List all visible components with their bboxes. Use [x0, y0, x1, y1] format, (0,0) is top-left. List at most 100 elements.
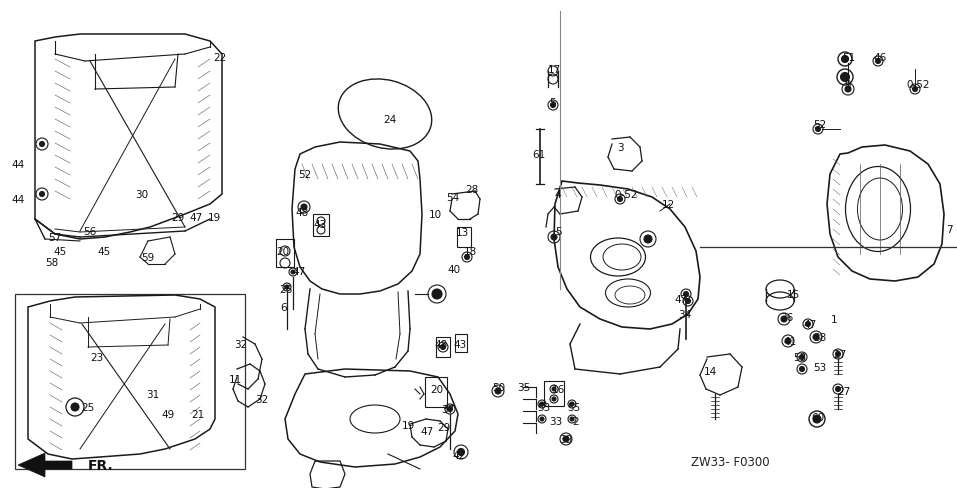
Text: 34: 34 [679, 309, 692, 319]
Text: 35: 35 [518, 382, 530, 392]
Circle shape [570, 417, 574, 421]
Text: 47: 47 [675, 294, 688, 305]
Text: 38: 38 [813, 332, 827, 342]
Circle shape [291, 270, 295, 274]
Text: 33: 33 [549, 416, 563, 426]
Text: 44: 44 [11, 195, 25, 204]
Text: 57: 57 [49, 232, 61, 243]
Circle shape [913, 87, 918, 92]
Text: 6: 6 [280, 303, 287, 312]
Text: 48: 48 [296, 207, 308, 218]
Circle shape [806, 322, 811, 327]
Circle shape [785, 338, 791, 345]
Circle shape [845, 87, 851, 93]
Text: 22: 22 [213, 53, 227, 63]
Circle shape [39, 142, 44, 147]
Circle shape [39, 192, 44, 197]
Circle shape [540, 417, 544, 421]
Text: 52: 52 [813, 120, 827, 130]
Text: 32: 32 [256, 394, 269, 404]
Circle shape [540, 402, 544, 406]
Circle shape [840, 73, 850, 82]
Text: 50: 50 [493, 382, 505, 392]
Text: 9: 9 [845, 80, 852, 90]
Text: 16: 16 [551, 384, 565, 394]
Text: 27: 27 [837, 386, 851, 396]
Text: 8: 8 [433, 289, 439, 299]
Circle shape [551, 235, 557, 241]
Text: 1: 1 [831, 314, 837, 325]
Text: 20: 20 [277, 246, 290, 257]
Bar [425, 377, 447, 407]
Text: 37: 37 [441, 404, 455, 414]
Text: 58: 58 [45, 258, 58, 267]
Bar [455, 334, 467, 352]
Text: 53: 53 [813, 362, 827, 372]
Text: 56: 56 [83, 226, 97, 237]
Circle shape [552, 397, 556, 401]
Text: 3: 3 [616, 142, 623, 153]
Text: 60: 60 [812, 412, 825, 422]
Text: 45: 45 [54, 246, 67, 257]
Text: 41: 41 [784, 336, 796, 346]
Text: 46: 46 [874, 53, 886, 63]
Circle shape [457, 448, 464, 456]
Text: 14: 14 [703, 366, 717, 376]
Circle shape [799, 367, 805, 372]
Circle shape [835, 386, 840, 392]
Text: 27: 27 [834, 349, 847, 359]
Circle shape [71, 403, 79, 411]
Circle shape [617, 197, 622, 202]
Text: 47: 47 [293, 266, 305, 276]
Text: 32: 32 [234, 339, 248, 349]
Text: 30: 30 [136, 190, 148, 200]
Text: 48: 48 [434, 339, 448, 349]
Text: 2: 2 [572, 416, 579, 426]
Text: 0-52: 0-52 [906, 80, 930, 90]
Circle shape [815, 127, 820, 132]
Circle shape [799, 355, 805, 360]
Circle shape [570, 402, 574, 406]
Bar [15, 294, 245, 469]
Text: 42: 42 [453, 450, 466, 460]
Circle shape [563, 436, 569, 442]
Circle shape [301, 204, 307, 210]
Circle shape [813, 415, 821, 423]
Circle shape [683, 292, 688, 297]
Bar [276, 240, 294, 267]
Text: ZW33- F0300: ZW33- F0300 [691, 454, 769, 468]
Circle shape [781, 316, 787, 323]
Circle shape [644, 236, 652, 244]
Text: 54: 54 [446, 193, 459, 203]
Bar [544, 381, 564, 406]
Text: 23: 23 [90, 352, 103, 362]
Text: 4: 4 [555, 190, 562, 200]
Text: 19: 19 [401, 420, 414, 430]
Text: 29: 29 [171, 213, 185, 223]
Circle shape [464, 255, 470, 260]
Circle shape [685, 299, 691, 304]
Text: 0-52: 0-52 [614, 190, 637, 200]
Circle shape [495, 388, 501, 394]
Circle shape [432, 289, 442, 299]
Text: 43: 43 [454, 339, 467, 349]
Text: 61: 61 [532, 150, 545, 160]
Circle shape [813, 334, 819, 340]
Text: 45: 45 [98, 246, 111, 257]
Text: 5: 5 [548, 98, 555, 108]
Circle shape [550, 103, 555, 108]
Text: 43: 43 [313, 220, 326, 229]
Text: 39: 39 [560, 434, 572, 444]
Text: 47: 47 [420, 426, 434, 436]
Text: 7: 7 [946, 224, 952, 235]
Text: 13: 13 [456, 227, 469, 238]
Text: 59: 59 [142, 252, 155, 263]
Text: 20: 20 [431, 384, 443, 394]
Text: 15: 15 [787, 289, 800, 299]
Text: 5: 5 [555, 226, 562, 237]
Text: 53: 53 [793, 352, 807, 362]
Circle shape [835, 352, 840, 357]
Text: 44: 44 [11, 160, 25, 170]
Circle shape [552, 387, 556, 391]
Text: 10: 10 [429, 209, 441, 220]
